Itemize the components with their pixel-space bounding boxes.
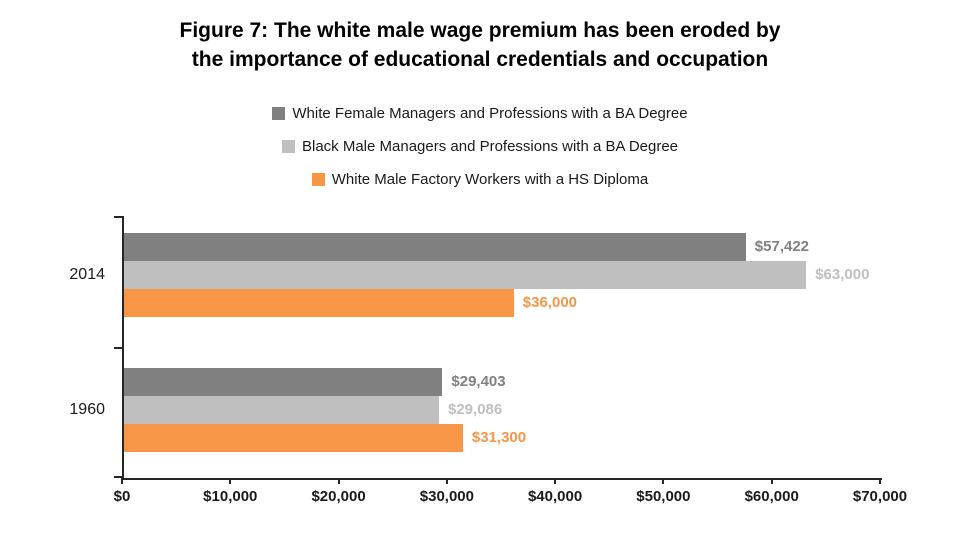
bar-value-label: $57,422 <box>754 238 810 255</box>
x-tick-mark <box>337 478 340 484</box>
bar-1960-series-1 <box>124 368 443 396</box>
y-axis-tick-marks <box>114 216 122 478</box>
chart-title: Figure 7: The white male wage premium ha… <box>0 16 960 75</box>
x-tick-mark <box>662 478 665 484</box>
legend-item-1: White Female Managers and Professions wi… <box>272 103 688 123</box>
x-tick-label: $60,000 <box>744 488 799 505</box>
x-axis-tick-marks <box>121 478 881 484</box>
bar-value-label: $36,000 <box>522 294 578 311</box>
x-tick-label: $30,000 <box>419 488 474 505</box>
x-tick-mark <box>229 478 232 484</box>
legend-label: White Female Managers and Professions wi… <box>292 104 688 122</box>
y-tick-mark <box>114 347 122 349</box>
x-tick-label: $70,000 <box>852 488 908 505</box>
y-axis-category-labels: 2014 1960 <box>0 216 105 478</box>
bar-value-label: $63,000 <box>815 266 870 283</box>
x-tick-mark <box>770 478 773 484</box>
x-tick-label: $50,000 <box>636 488 691 505</box>
bar-1960-series-2 <box>124 396 439 424</box>
legend-item-3: White Male Factory Workers with a HS Dip… <box>311 169 649 189</box>
x-tick-label: $0 <box>113 488 131 505</box>
legend-label: White Male Factory Workers with a HS Dip… <box>331 170 649 188</box>
bar-2014-series-2 <box>124 261 807 289</box>
x-tick-mark <box>121 478 123 484</box>
x-tick-mark <box>445 478 448 484</box>
x-tick-mark <box>879 478 881 484</box>
chart-title-line-1: Figure 7: The white male wage premium ha… <box>179 19 781 42</box>
legend-label: Black Male Managers and Professions with… <box>301 137 679 155</box>
bar-2014-series-1 <box>124 233 746 261</box>
legend-swatch <box>281 139 295 153</box>
bar-value-label: $31,300 <box>471 429 527 446</box>
x-tick-label: $10,000 <box>203 488 258 505</box>
y-tick-mark <box>114 216 122 218</box>
bar-value-label: $29,403 <box>451 373 506 390</box>
legend-swatch <box>272 106 286 120</box>
x-tick-mark <box>554 478 557 484</box>
legend: White Female Managers and Professions wi… <box>0 103 960 189</box>
chart-title-line-2: the importance of educational credential… <box>191 48 769 72</box>
legend-item-2: Black Male Managers and Professions with… <box>281 136 679 156</box>
bar-value-label: $29,086 <box>448 401 503 418</box>
y-category-label-1960: 1960 <box>69 401 105 418</box>
x-axis-tick-labels: $0 $10,000 $20,000 $30,000 $40,000 $50,000 $60… <box>114 488 907 508</box>
plot-area: $57,422 $63,000 $36,000 $29,403 $29,086 $31,3… <box>122 216 882 480</box>
x-tick-label: $40,000 <box>527 488 583 505</box>
bar-1960-series-3 <box>124 424 463 452</box>
y-category-label-2014: 2014 <box>69 266 105 283</box>
bar-2014-series-3 <box>124 289 514 317</box>
legend-swatch <box>311 172 325 186</box>
y-tick-mark <box>114 476 122 478</box>
x-tick-label: $20,000 <box>311 488 366 505</box>
